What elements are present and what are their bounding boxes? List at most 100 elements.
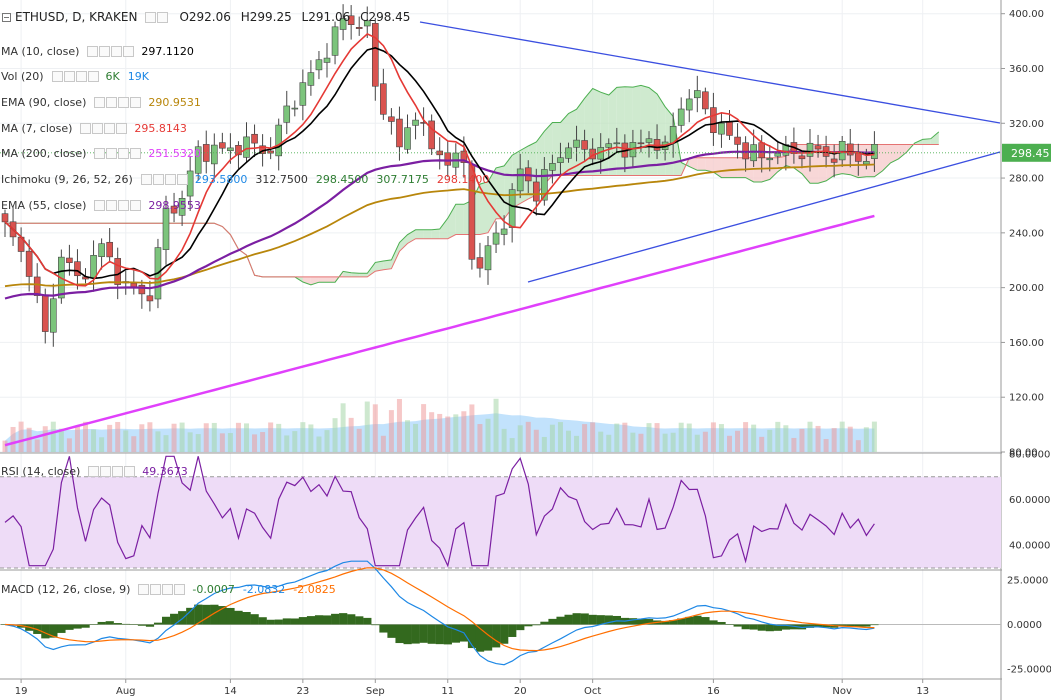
indicator-buttons[interactable] [94, 199, 142, 211]
settings-icon[interactable] [106, 148, 118, 160]
close-icon[interactable] [130, 148, 142, 160]
volume-bar [598, 431, 604, 452]
rsi-legend-name[interactable]: RSI (14, close) [1, 464, 81, 478]
indicator-name[interactable]: EMA (90, close) [1, 95, 87, 109]
plus-icon[interactable] [111, 45, 123, 57]
candle-body [106, 241, 113, 258]
indicator-name[interactable]: MA (7, close) [1, 121, 73, 135]
eye-icon[interactable] [94, 96, 106, 108]
indicator-legend-row[interactable]: Ichimoku (9, 26, 52, 26) 293.5800 312.7500… [0, 171, 497, 189]
eye-icon[interactable] [157, 11, 169, 23]
settings-icon[interactable] [92, 122, 104, 134]
macd-histogram-bar [814, 624, 823, 628]
rsi-legend-buttons[interactable] [88, 465, 136, 477]
plus-icon[interactable] [104, 122, 116, 134]
indicator-legend-row[interactable]: EMA (55, close) 298.9553 [0, 196, 209, 214]
eye-icon[interactable] [94, 148, 106, 160]
indicator-legend-row[interactable]: Vol (20) 6K 19K [0, 68, 157, 86]
eye-icon[interactable] [87, 45, 99, 57]
plus-icon[interactable] [75, 71, 87, 83]
volume-bar [388, 410, 394, 452]
volume-bar [461, 411, 467, 452]
candle-body [573, 139, 580, 148]
indicator-buttons[interactable] [94, 148, 142, 160]
settings-icon[interactable] [106, 199, 118, 211]
macd-legend-buttons[interactable] [138, 583, 186, 595]
plus-icon[interactable] [164, 174, 176, 185]
indicator-legend-row[interactable]: MA (200, close) 251.5320 [0, 145, 209, 163]
plus-icon[interactable] [118, 96, 130, 108]
macd-histogram-bar [427, 624, 436, 644]
volume-bar [791, 437, 797, 452]
settings-icon[interactable] [100, 465, 112, 477]
close-icon[interactable] [176, 174, 188, 185]
volume-bar [541, 436, 547, 452]
indicator-buttons[interactable] [51, 71, 100, 83]
cloud-segment [890, 144, 899, 163]
volume-bar [646, 423, 652, 452]
volume-bar [405, 420, 410, 452]
settings-icon[interactable] [106, 96, 118, 108]
indicator-name[interactable]: EMA (55, close) [1, 198, 87, 212]
indicator-buttons[interactable] [87, 45, 135, 57]
cloud-segment [576, 98, 585, 176]
price-tick-label: 120.00 [1009, 393, 1044, 404]
price-tick-label: 240.00 [1009, 228, 1044, 239]
volume-bar [18, 421, 24, 452]
collapse-icon[interactable] [2, 12, 11, 22]
close-icon[interactable] [123, 45, 135, 57]
macd-legend[interactable]: MACD (12, 26, close, 9) -0.0007 -2.0832 … [0, 580, 344, 598]
indicator-buttons[interactable] [80, 122, 128, 134]
rsi-legend[interactable]: RSI (14, close) 49.3673 [0, 462, 196, 480]
plus-icon[interactable] [162, 583, 174, 595]
plus-icon[interactable] [112, 465, 124, 477]
settings-icon[interactable] [152, 174, 164, 185]
close-icon[interactable] [87, 71, 99, 83]
eye-icon[interactable] [140, 174, 152, 185]
indicator-legend-row[interactable]: MA (7, close) 295.8143 [0, 119, 195, 137]
plus-icon[interactable] [118, 199, 130, 211]
indicator-name[interactable]: Vol (20) [1, 70, 44, 84]
macd-histogram-bar [588, 614, 597, 625]
settings-icon[interactable] [150, 583, 162, 595]
eye-icon[interactable] [94, 199, 106, 211]
macd-legend-name[interactable]: MACD (12, 26, close, 9) [1, 582, 131, 596]
indicator-buttons[interactable] [140, 174, 189, 185]
plus-icon[interactable] [118, 148, 130, 160]
symbol-title[interactable]: ETHUSD, D, KRAKEN [15, 10, 138, 24]
eye-icon[interactable] [51, 71, 63, 83]
macd-histogram-bar [57, 624, 66, 633]
close-icon[interactable] [130, 199, 142, 211]
close-icon[interactable] [116, 122, 128, 134]
indicator-buttons[interactable] [94, 96, 142, 108]
eye-icon[interactable] [138, 583, 150, 595]
macd-histogram-bar [540, 621, 549, 625]
settings-icon[interactable] [99, 45, 111, 57]
macd-histogram-bar [725, 624, 734, 625]
indicator-name[interactable]: MA (200, close) [1, 147, 87, 161]
close-icon[interactable] [174, 583, 186, 595]
settings-icon[interactable] [145, 11, 157, 23]
indicator-legend-row[interactable]: MA (10, close) 297.1120 [0, 42, 202, 60]
indicator-name[interactable]: MA (10, close) [1, 44, 80, 58]
volume-bar [413, 423, 419, 452]
volume-bar [348, 417, 354, 452]
macd-histogram-bar [306, 616, 316, 625]
close-icon[interactable] [130, 96, 142, 108]
symbol-buttons[interactable] [145, 11, 169, 23]
volume-bar [710, 422, 716, 452]
cloud-segment [375, 261, 384, 272]
settings-icon[interactable] [63, 71, 75, 83]
eye-icon[interactable] [88, 465, 100, 477]
indicator-legend-row[interactable]: EMA (90, close) 290.9531 [0, 93, 209, 111]
candle-body [685, 98, 693, 111]
close-icon[interactable] [124, 465, 136, 477]
eye-icon[interactable] [80, 122, 92, 134]
candle-body [74, 261, 81, 277]
volume-bar [735, 430, 741, 452]
indicator-name[interactable]: Ichimoku (9, 26, 52, 26) [1, 173, 133, 186]
macd-histogram-bar [49, 624, 58, 638]
volume-bar [670, 432, 676, 452]
volume-bar [871, 421, 877, 452]
